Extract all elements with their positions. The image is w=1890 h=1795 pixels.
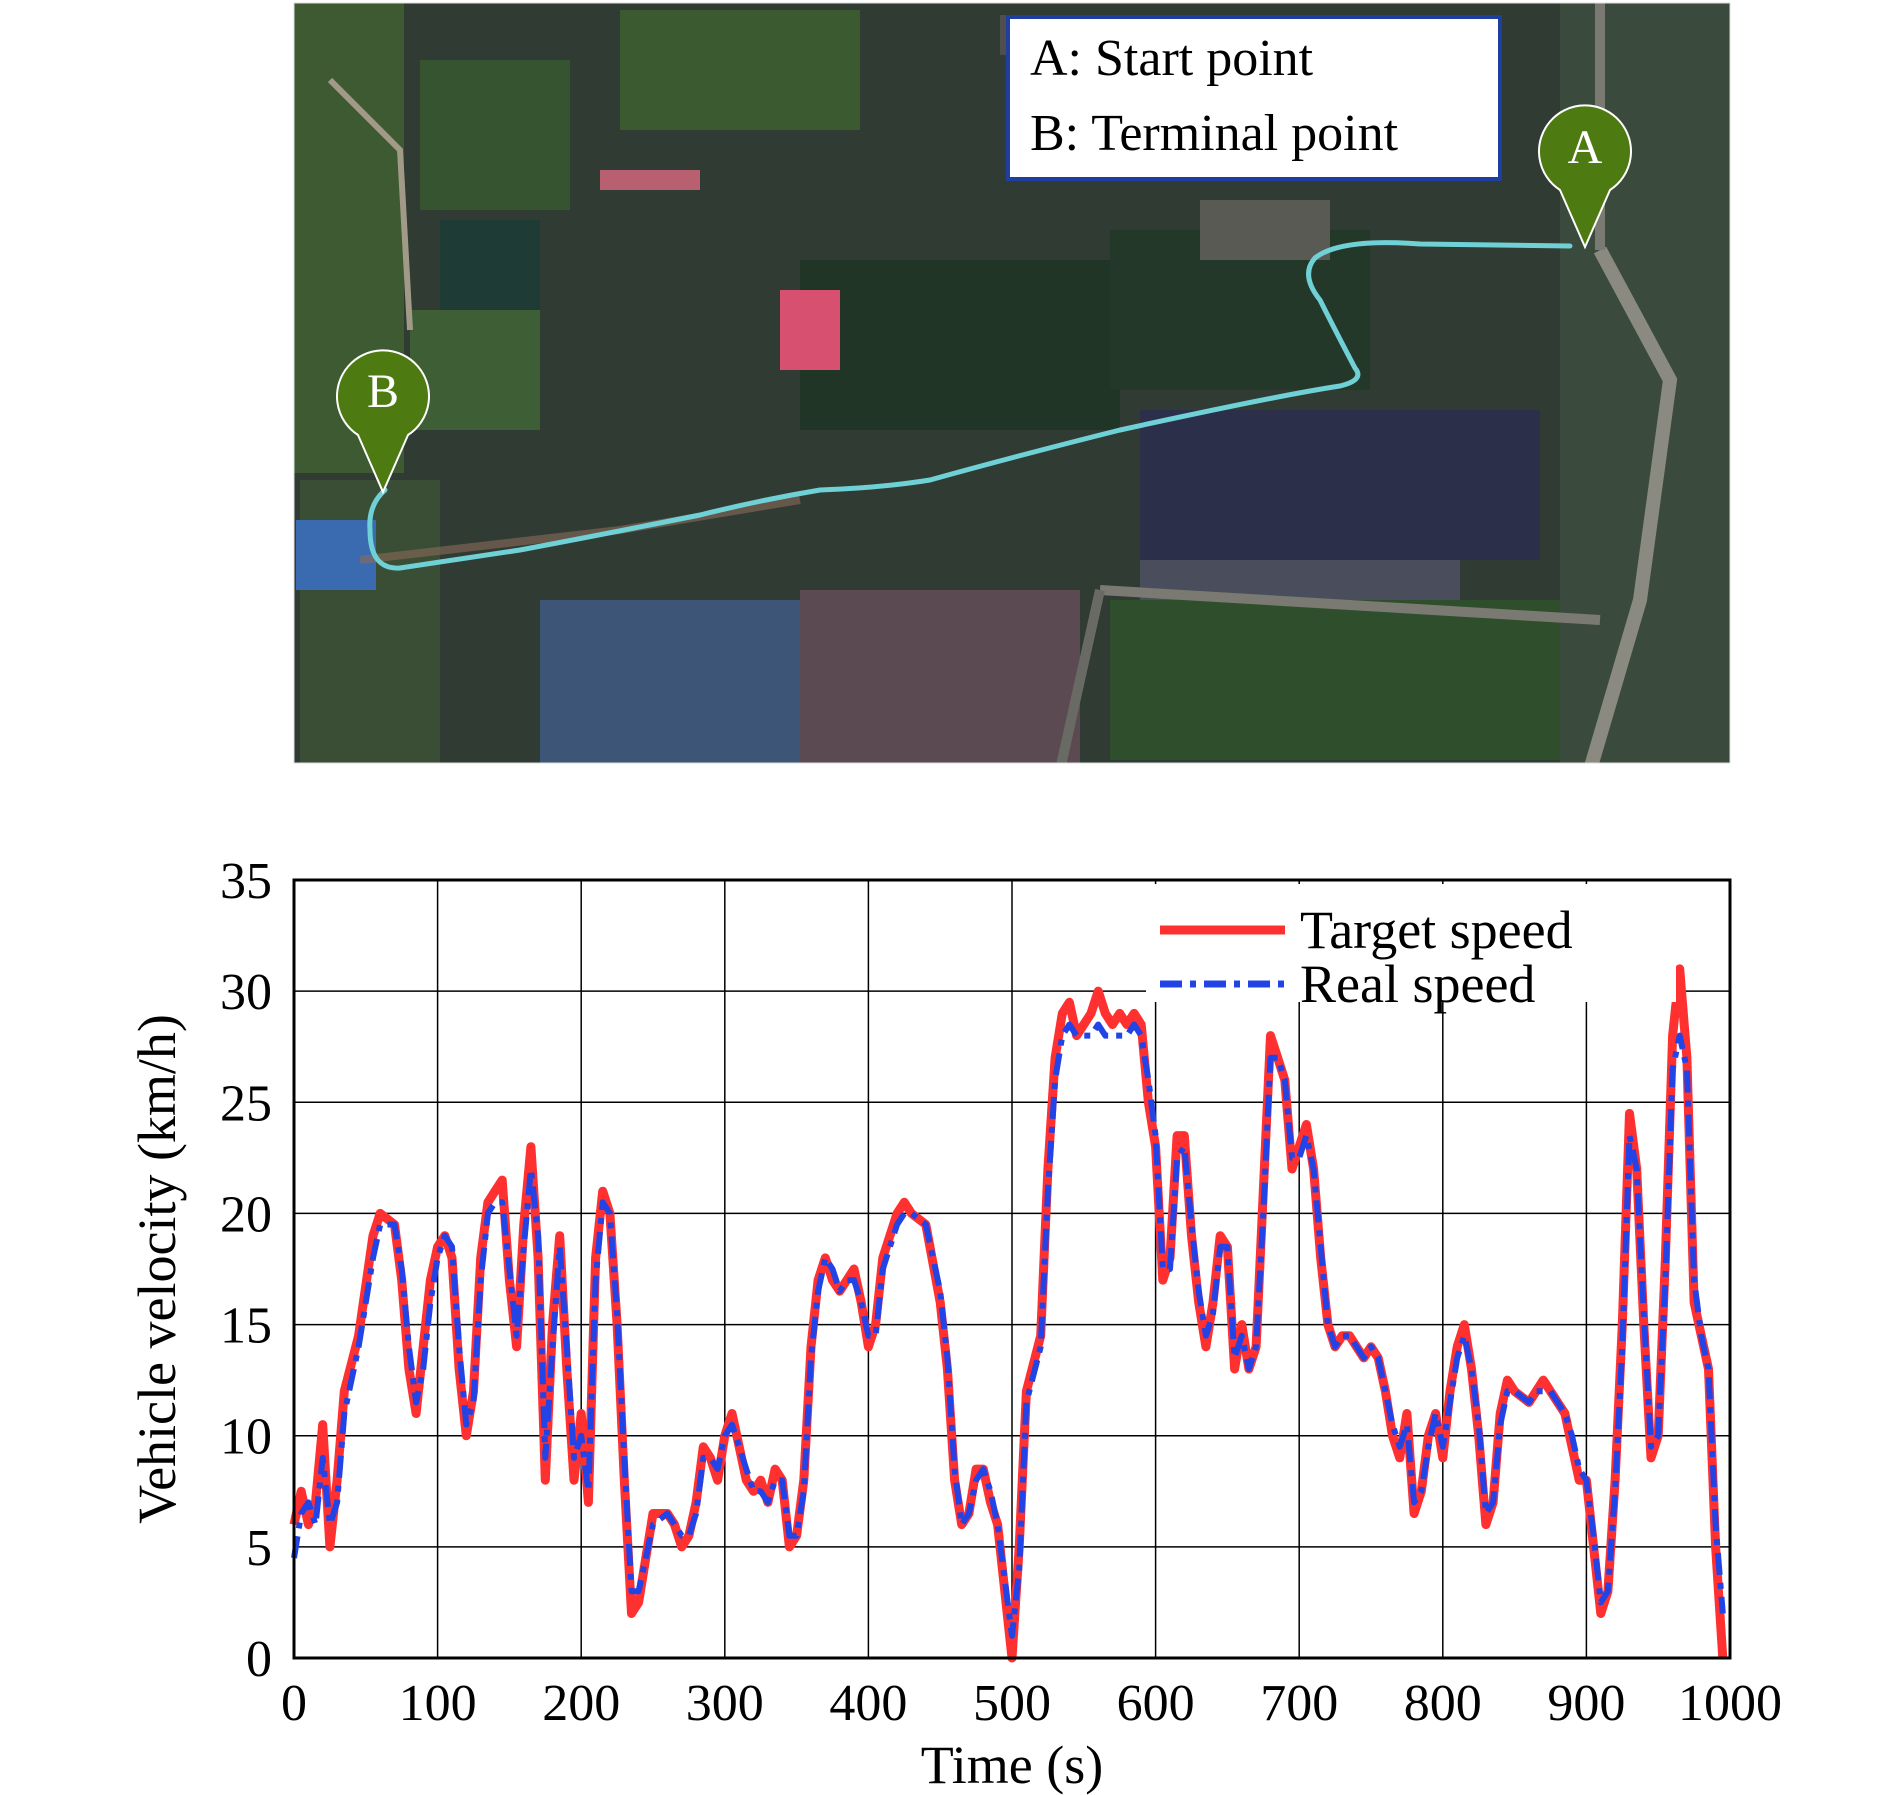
y-axis-label: Vehicle velocity (km/h) (127, 1014, 187, 1524)
start-marker-label: A (1568, 121, 1603, 174)
y-tick-label: 30 (220, 964, 272, 1021)
x-tick-label: 800 (1404, 1675, 1482, 1732)
x-axis-label: Time (s) (921, 1735, 1104, 1795)
legend-label-target: Target speed (1300, 900, 1573, 960)
x-tick-label: 600 (1117, 1675, 1195, 1732)
y-tick-label: 15 (220, 1298, 272, 1355)
x-tick-label: 0 (281, 1675, 307, 1732)
x-tick-label: 500 (973, 1675, 1051, 1732)
route-line (367, 240, 1573, 571)
plot-frame (292, 878, 1732, 1660)
y-tick-label: 5 (246, 1520, 272, 1577)
series-real-speed (291, 1021, 1726, 1639)
map-legend-start: A: Start point (1030, 30, 1314, 87)
y-tick-label: 35 (220, 853, 272, 910)
x-tick-label: 1000 (1678, 1675, 1782, 1732)
map-legend-box (1006, 15, 1502, 181)
satellite-map: A: Start point B: Terminal point A B (293, 2, 1731, 764)
chart-grid (293, 879, 1731, 1659)
x-tick-label: 200 (542, 1675, 620, 1732)
x-tick-label: 400 (829, 1675, 907, 1732)
terminal-marker-icon: B (336, 349, 430, 495)
x-tick-label: 300 (686, 1675, 764, 1732)
chart-legend-box (1146, 884, 1676, 1002)
y-tick-label: 10 (220, 1409, 272, 1466)
start-marker-icon: A (1538, 104, 1632, 250)
legend-label-real: Real speed (1300, 954, 1535, 1014)
y-tick-label: 20 (220, 1186, 272, 1243)
chart-ticks: 0 100 200 300 400 500 600 700 800 900 1000 0 5 10 15 20… (220, 853, 1782, 1732)
map-legend-terminal: B: Terminal point (1030, 105, 1399, 162)
y-tick-label: 25 (220, 1075, 272, 1132)
x-tick-label: 700 (1260, 1675, 1338, 1732)
terminal-marker-label: B (367, 365, 399, 418)
series-target-speed (289, 964, 1728, 1663)
chart-series (289, 964, 1728, 1663)
x-tick-label: 100 (399, 1675, 477, 1732)
y-tick-label: 0 (246, 1631, 272, 1688)
x-tick-label: 900 (1547, 1675, 1625, 1732)
chart-legend: Target speed Real speed (1146, 884, 1676, 1014)
